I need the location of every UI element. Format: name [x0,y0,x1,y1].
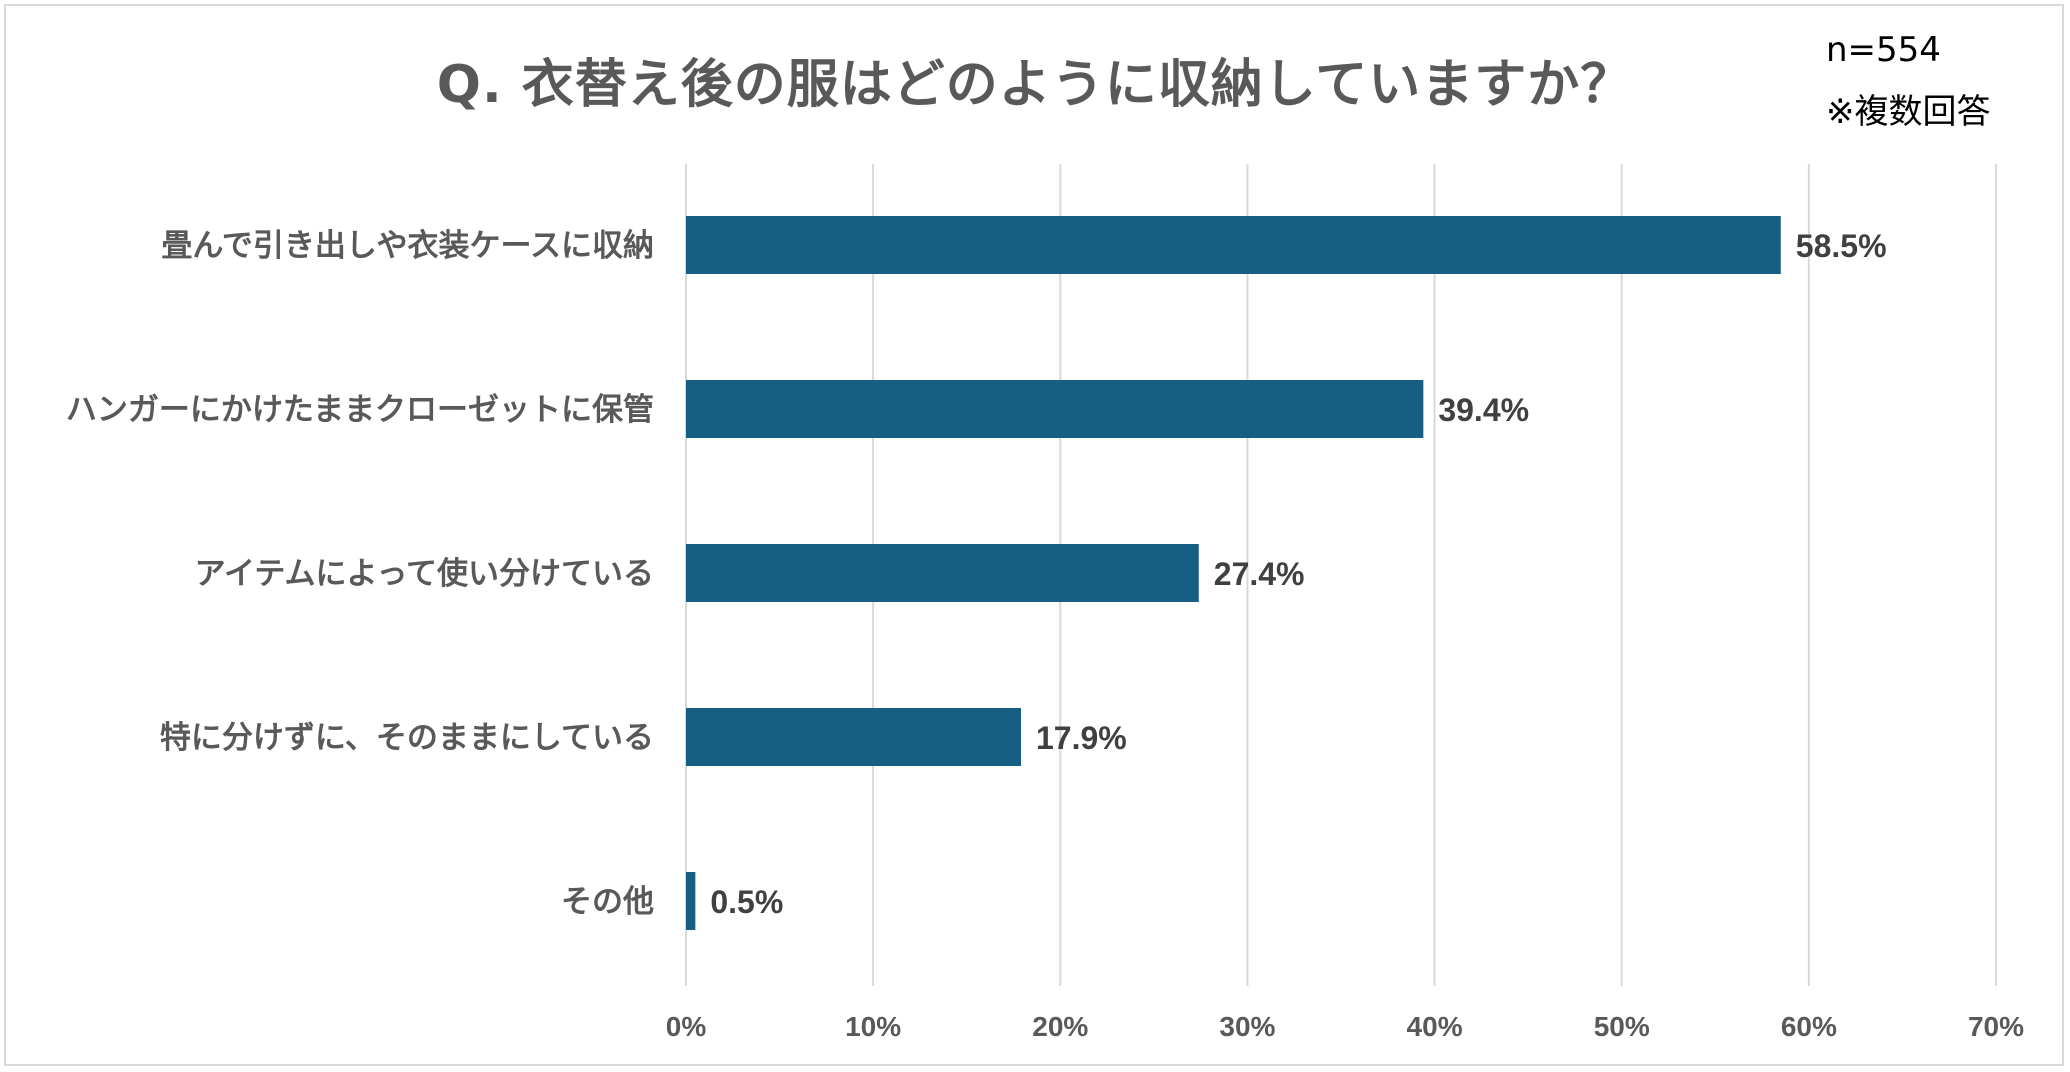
labels: 0% 10% 20% 30% 40% 50% 60% 70% 畳んで引き出しや衣装ケースに収納 5… [66,228,2024,1042]
x-tick-label: 40% [1407,1011,1463,1042]
value-label: 58.5% [1796,228,1887,264]
bars [686,216,1781,930]
bar [686,216,1781,274]
category-label: その他 [561,884,654,920]
x-tick-label: 30% [1219,1011,1275,1042]
chart-frame [4,4,2064,1066]
x-tick-label: 50% [1594,1011,1650,1042]
bar [686,872,696,930]
value-label: 39.4% [1438,392,1529,428]
value-label: 27.4% [1214,556,1305,592]
chart-title: Q. 衣替え後の服はどのように収納していますか？ [436,55,1634,115]
category-label: 畳んで引き出しや衣装ケースに収納 [161,228,654,264]
category-label: 特に分けずに、そのままにしている [160,720,654,756]
bar [686,380,1424,438]
value-label: 17.9% [1036,720,1127,756]
value-label: 0.5% [710,884,783,920]
sample-size-note: n=554 [1826,30,1941,70]
x-tick-label: 70% [1968,1011,2024,1042]
bar [686,708,1021,766]
category-label: アイテムによって使い分けている [195,556,654,592]
x-tick-label: 20% [1032,1011,1088,1042]
x-tick-label: 60% [1781,1011,1837,1042]
category-label: ハンガーにかけたままクローゼットに保管 [66,392,654,428]
x-tick-label: 0% [666,1011,707,1042]
multiple-answer-note: ※複数回答 [1826,92,1991,132]
bar [686,544,1199,602]
x-tick-label: 10% [845,1011,901,1042]
